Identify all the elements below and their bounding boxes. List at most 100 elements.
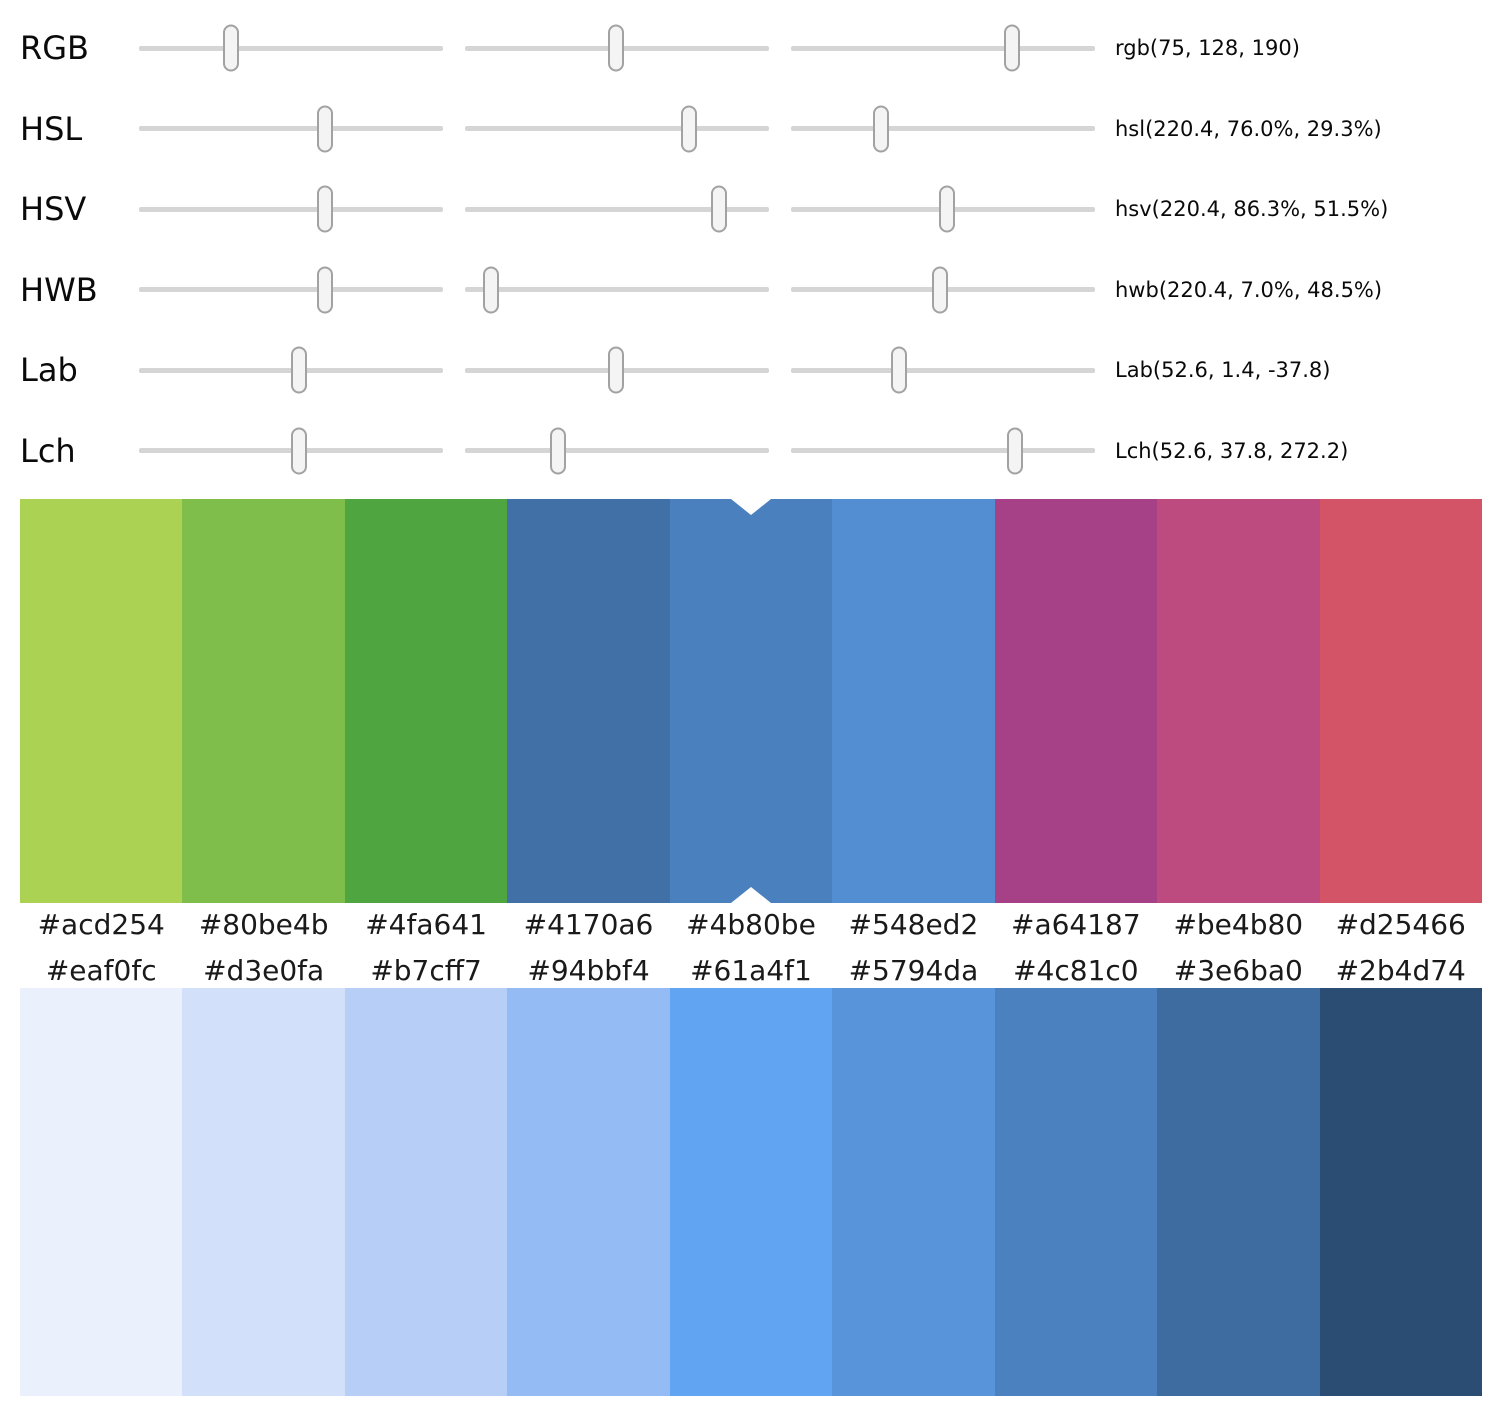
lab-slider-track-2[interactable] [465, 346, 769, 394]
tint-hex-label-9: #2b4d74 [1335, 954, 1466, 987]
hue-hex-label-3: #4fa641 [365, 908, 487, 941]
hue-hex-label-4: #4170a6 [523, 908, 654, 941]
hue-swatch-7[interactable] [994, 499, 1158, 903]
tint-hex-label-4: #94bbf4 [527, 954, 650, 987]
tint-swatch-7[interactable] [994, 988, 1158, 1396]
selected-color-notch-bottom [730, 887, 771, 903]
tint-hex-label-7: #4c81c0 [1013, 954, 1139, 987]
hue-swatch-6[interactable] [832, 499, 995, 903]
slider-tracks-hsv [139, 185, 1095, 233]
hue-hex-label-9: #d25466 [1335, 908, 1466, 941]
slider-row-label-hsv: HSV [20, 190, 87, 229]
hue-swatch-2[interactable] [182, 499, 345, 903]
lch-slider-track-3[interactable] [791, 427, 1095, 475]
lch-slider-handle-2[interactable] [549, 427, 566, 475]
hsl-slider-track-3[interactable] [791, 105, 1095, 153]
hue-swatch-8[interactable] [1157, 499, 1320, 903]
tint-swatch-1[interactable] [20, 988, 183, 1396]
slider-tracks-hwb [139, 266, 1095, 314]
hue-hex-label-5: #4b80be [686, 908, 816, 941]
tint-palette-strip [20, 988, 1482, 1396]
hsl-slider-handle-1[interactable] [316, 105, 333, 153]
hsl-slider-handle-3[interactable] [873, 105, 890, 153]
tint-swatch-4[interactable] [507, 988, 670, 1396]
slider-tracks-lch [139, 427, 1095, 475]
slider-row-label-hsl: HSL [20, 109, 83, 148]
tint-hex-label-3: #b7cff7 [370, 954, 482, 987]
hwb-slider-track-2[interactable] [465, 266, 769, 314]
rgb-slider-track-1[interactable] [139, 24, 443, 72]
hue-palette-strip [20, 499, 1482, 903]
hsv-slider-track-3[interactable] [791, 185, 1095, 233]
hwb-slider-handle-2[interactable] [483, 266, 500, 314]
hsv-slider-track-2[interactable] [465, 185, 769, 233]
lab-slider-handle-3[interactable] [890, 346, 907, 394]
tint-swatch-2[interactable] [182, 988, 345, 1396]
hsv-slider-handle-1[interactable] [316, 185, 333, 233]
rgb-slider-track-3[interactable] [791, 24, 1095, 72]
tint-swatch-5[interactable] [669, 988, 833, 1396]
hsv-slider-handle-2[interactable] [711, 185, 728, 233]
tint-swatch-8[interactable] [1157, 988, 1320, 1396]
slider-tracks-rgb [139, 24, 1095, 72]
hue-hex-label-7: #a64187 [1010, 908, 1141, 941]
lch-slider-handle-1[interactable] [291, 427, 308, 475]
tint-hex-label-8: #3e6ba0 [1173, 954, 1303, 987]
hue-swatch-9[interactable] [1319, 499, 1482, 903]
lab-slider-handle-2[interactable] [608, 346, 625, 394]
hsv-slider-handle-3[interactable] [938, 185, 955, 233]
rgb-slider-handle-1[interactable] [223, 24, 240, 72]
rgb-slider-handle-2[interactable] [608, 24, 625, 72]
lab-slider-handle-1[interactable] [291, 346, 308, 394]
slider-row-rgb: RGB rgb(75, 128, 190) [0, 8, 1501, 89]
hue-swatch-4[interactable] [507, 499, 670, 903]
tint-hex-label-6: #5794da [848, 954, 979, 987]
hue-hex-label-1: #acd254 [37, 908, 165, 941]
slider-value-hsv: hsv(220.4, 86.3%, 51.5%) [1115, 197, 1389, 222]
hue-hex-label-2: #80be4b [198, 908, 329, 941]
tint-hex-label-2: #d3e0fa [203, 954, 325, 987]
hwb-slider-handle-1[interactable] [316, 266, 333, 314]
slider-panel: RGB rgb(75, 128, 190) HSL hsl(220.4, 76.0%,… [0, 8, 1501, 491]
lch-slider-handle-3[interactable] [1006, 427, 1023, 475]
hue-hex-labels: #acd254 #80be4b #4fa641 #4170a6 #4b80be #548e… [20, 903, 1482, 947]
slider-value-hsl: hsl(220.4, 76.0%, 29.3%) [1115, 116, 1382, 141]
lch-slider-track-2[interactable] [465, 427, 769, 475]
lab-slider-track-3[interactable] [791, 346, 1095, 394]
hue-swatch-3[interactable] [344, 499, 508, 903]
hwb-slider-track-1[interactable] [139, 266, 443, 314]
selected-color-notch-top [730, 499, 771, 515]
slider-row-hwb: HWB hwb(220.4, 7.0%, 48.5%) [0, 250, 1501, 331]
tint-swatch-3[interactable] [344, 988, 508, 1396]
hue-swatch-5[interactable] [669, 499, 833, 903]
slider-row-hsv: HSV hsv(220.4, 86.3%, 51.5%) [0, 169, 1501, 250]
slider-value-rgb: rgb(75, 128, 190) [1115, 36, 1300, 61]
lch-slider-track-1[interactable] [139, 427, 443, 475]
slider-row-label-lab: Lab [20, 351, 78, 390]
hwb-slider-track-3[interactable] [791, 266, 1095, 314]
slider-tracks-lab [139, 346, 1095, 394]
hsl-slider-track-1[interactable] [139, 105, 443, 153]
slider-row-lch: Lch Lch(52.6, 37.8, 272.2) [0, 411, 1501, 492]
tint-hex-label-5: #61a4f1 [690, 954, 812, 987]
hue-swatch-1[interactable] [20, 499, 183, 903]
hwb-slider-handle-3[interactable] [931, 266, 948, 314]
tint-swatch-6[interactable] [832, 988, 995, 1396]
slider-row-lab: Lab Lab(52.6, 1.4, -37.8) [0, 330, 1501, 411]
hsv-slider-track-1[interactable] [139, 185, 443, 233]
hsl-slider-handle-2[interactable] [680, 105, 697, 153]
tint-swatch-9[interactable] [1319, 988, 1482, 1396]
slider-row-label-hwb: HWB [20, 270, 98, 309]
slider-row-label-rgb: RGB [20, 29, 89, 68]
hue-hex-label-6: #548ed2 [848, 908, 979, 941]
tint-hex-label-1: #eaf0fc [45, 954, 157, 987]
slider-tracks-hsl [139, 105, 1095, 153]
lab-slider-track-1[interactable] [139, 346, 443, 394]
hsl-slider-track-2[interactable] [465, 105, 769, 153]
slider-row-hsl: HSL hsl(220.4, 76.0%, 29.3%) [0, 89, 1501, 170]
slider-value-hwb: hwb(220.4, 7.0%, 48.5%) [1115, 277, 1383, 302]
slider-row-label-lch: Lch [20, 431, 76, 470]
rgb-slider-handle-3[interactable] [1004, 24, 1021, 72]
hue-hex-label-8: #be4b80 [1173, 908, 1304, 941]
rgb-slider-track-2[interactable] [465, 24, 769, 72]
